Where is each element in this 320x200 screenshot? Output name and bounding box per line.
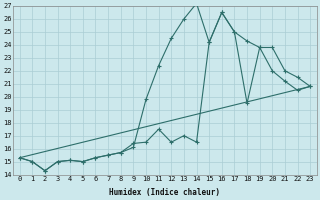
X-axis label: Humidex (Indice chaleur): Humidex (Indice chaleur) <box>109 188 220 197</box>
